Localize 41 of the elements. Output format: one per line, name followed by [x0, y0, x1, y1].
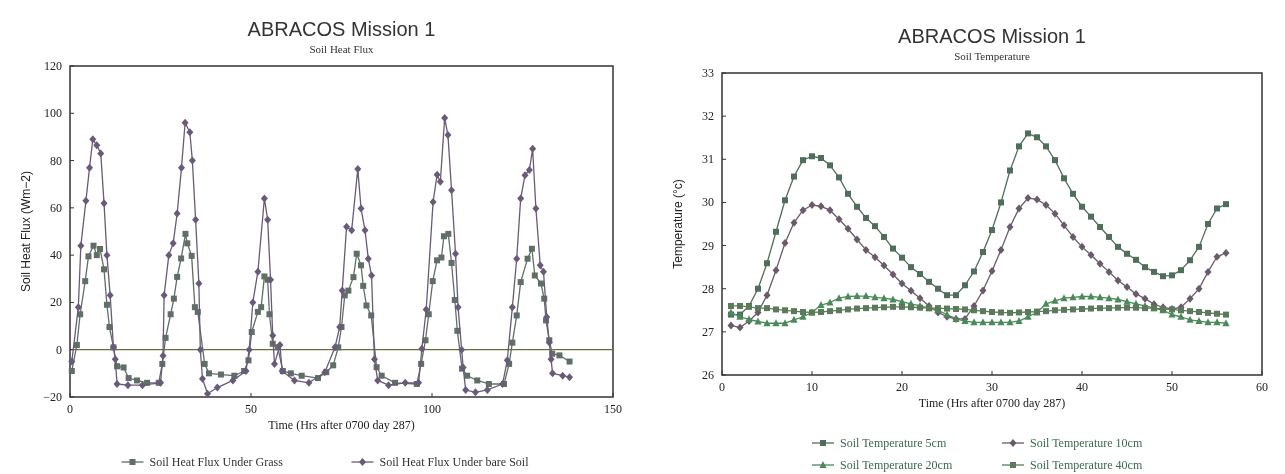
x-tick-label: 40: [1076, 380, 1088, 394]
chart-subtitle: Soil Temperature: [954, 50, 1030, 62]
x-tick-label: 0: [719, 380, 725, 394]
y-tick-label: 120: [44, 59, 62, 73]
y-tick-label: 32: [702, 109, 714, 124]
y-tick-label: 20: [50, 295, 62, 310]
x-tick-label: 30: [986, 380, 998, 394]
legend-label: Soil Temperature 5cm: [840, 436, 947, 450]
y-axis-title: Soil Heat Flux (Wm−2): [19, 170, 33, 293]
y-tick-label: 80: [50, 153, 62, 168]
y-tick-label: 0: [56, 342, 62, 357]
chart-subtitle: Soil Heat Flux: [309, 43, 375, 55]
y-tick-label: 29: [702, 238, 714, 253]
y-tick-label: 40: [50, 248, 62, 263]
y-tick-label: 60: [50, 200, 62, 215]
x-tick-label: 60: [1256, 380, 1268, 394]
x-tick-label: 150: [604, 402, 622, 416]
x-tick-label: 50: [1166, 380, 1178, 394]
y-tick-label: 31: [702, 152, 714, 167]
y-tick-label: 26: [702, 368, 714, 382]
x-tick-label: 20: [896, 380, 908, 394]
x-axis-title: Time (Hrs after 0700 day 287): [918, 396, 1066, 410]
y-tick-label: 28: [702, 281, 714, 296]
chart-title: ABRACOS Mission 1: [247, 18, 436, 40]
legend-label: Soil Heat Flux Under Grass: [149, 455, 284, 469]
x-tick-label: 100: [423, 402, 441, 416]
legend-label: Soil Heat Flux Under bare Soil: [379, 455, 530, 469]
legend-label: Soil Temperature 10cm: [1030, 436, 1143, 450]
legend-label: Soil Temperature 20cm: [840, 458, 953, 472]
y-tick-label: 30: [702, 195, 714, 210]
x-tick-label: 10: [806, 380, 818, 394]
x-tick-label: 0: [67, 402, 73, 416]
y-tick-label: 27: [702, 324, 714, 339]
legend-label: Soil Temperature 40cm: [1030, 458, 1143, 472]
x-axis-title: Time (Hrs after 0700 day 287): [268, 418, 415, 432]
y-tick-label: 100: [44, 106, 62, 121]
y-tick-label: 33: [702, 66, 714, 80]
chart-title: ABRACOS Mission 1: [898, 25, 1086, 47]
x-tick-label: 50: [245, 402, 257, 416]
y-tick-label: −20: [43, 390, 62, 404]
y-axis-title: Temperature (°c): [671, 179, 685, 269]
